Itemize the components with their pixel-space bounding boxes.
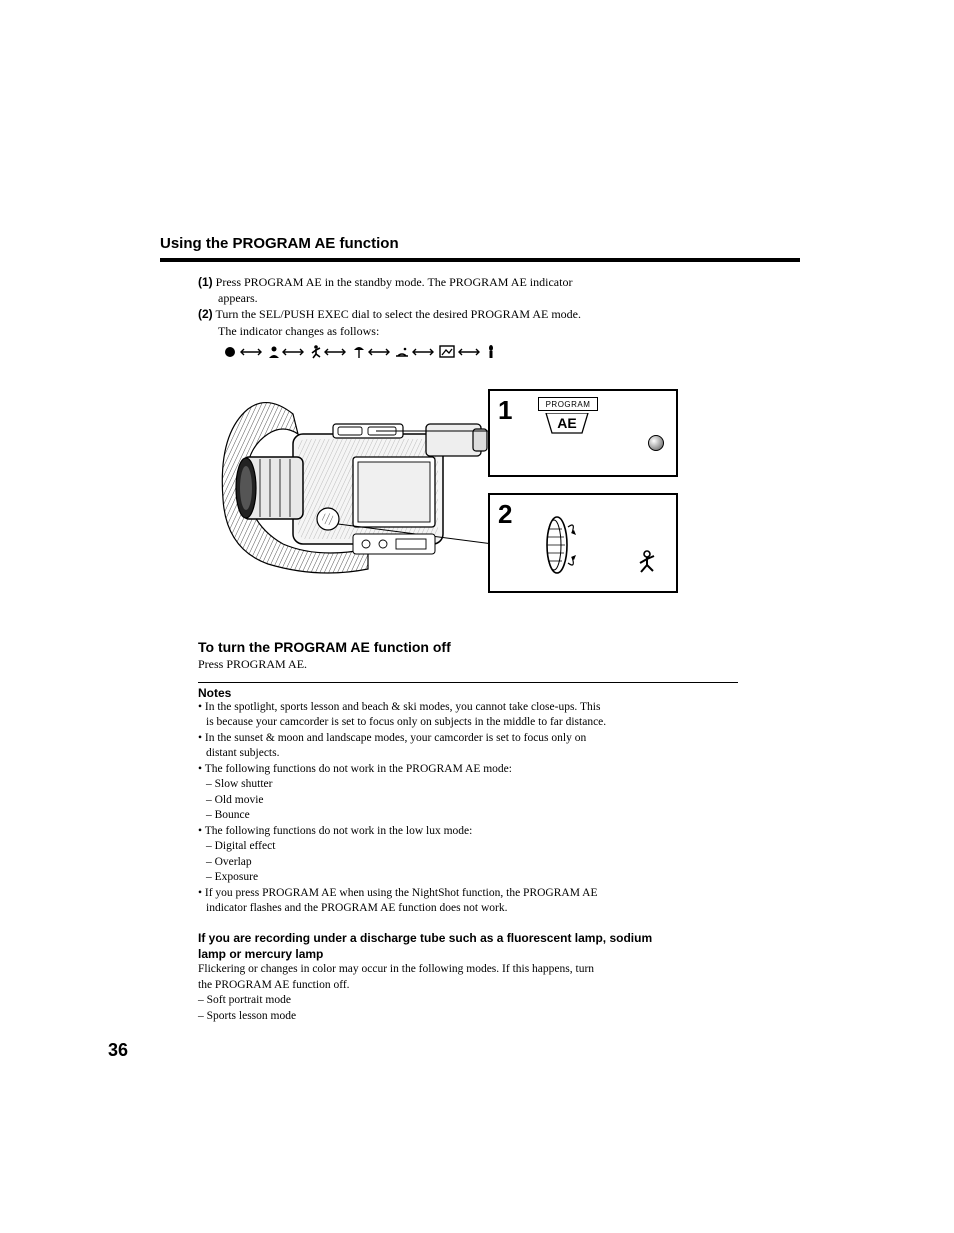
note-5a: • If you press PROGRAM AE when using the…: [198, 886, 790, 902]
note-4-s1: – Digital effect: [206, 839, 790, 855]
notes-rule: [198, 682, 738, 683]
callout-1-number: 1: [498, 395, 512, 426]
step-2-num: (2): [198, 307, 213, 321]
note-1b: is because your camcorder is set to focu…: [206, 715, 790, 731]
step-2-text-a: Turn the SEL/PUSH EXEC dial to select th…: [215, 307, 581, 321]
note-3-s3: – Bounce: [206, 808, 790, 824]
program-ae-button-label: PROGRAM: [538, 397, 598, 411]
note-4-s3: – Exposure: [206, 870, 790, 886]
callout-panel-1: 1 PROGRAM AE: [488, 389, 678, 477]
steps: (1) Press PROGRAM AE in the standby mode…: [198, 274, 780, 339]
callout-panel-2: 2: [488, 493, 678, 593]
note-5b: indicator flashes and the PROGRAM AE fun…: [206, 901, 790, 917]
notes-heading: Notes: [198, 686, 800, 700]
flicker-heading-2: lamp or mercury lamp: [198, 947, 800, 963]
step-2: (2) Turn the SEL/PUSH EXEC dial to selec…: [198, 306, 780, 322]
callout-2-number: 2: [498, 499, 512, 530]
section-title: Using the PROGRAM AE function: [160, 235, 800, 256]
step-2-text-b: The indicator changes as follows:: [218, 323, 780, 339]
flicker-text-2: the PROGRAM AE function off.: [198, 978, 790, 994]
note-3-s2: – Old movie: [206, 793, 790, 809]
notes-body: • In the spotlight, sports lesson and be…: [198, 700, 790, 917]
step-1-num: (1): [198, 275, 213, 289]
note-3: • The following functions do not work in…: [198, 762, 790, 778]
note-4: • The following functions do not work in…: [198, 824, 790, 840]
note-2a: • In the sunset & moon and landscape mod…: [198, 731, 790, 747]
note-1a: • In the spotlight, sports lesson and be…: [198, 700, 790, 716]
title-rule: [160, 258, 800, 262]
ae-label: AE: [542, 413, 592, 445]
flicker-s2: – Sports lesson mode: [198, 1009, 790, 1025]
step-1: (1) Press PROGRAM AE in the standby mode…: [198, 274, 780, 290]
step-1-text-b: appears.: [218, 290, 780, 306]
turn-off-text: Press PROGRAM AE.: [198, 657, 800, 672]
flicker-text-1: Flickering or changes in color may occur…: [198, 962, 790, 978]
flicker-s1: – Soft portrait mode: [198, 993, 790, 1009]
step-1-text-a: Press PROGRAM AE in the standby mode. Th…: [216, 275, 573, 289]
sports-mode-icon: [636, 550, 658, 579]
turn-off-heading: To turn the PROGRAM AE function off: [198, 639, 800, 655]
program-ae-push-button-icon: [648, 435, 664, 451]
mode-icon-sequence: [222, 343, 800, 361]
note-2b: distant subjects.: [206, 746, 790, 762]
page-number: 36: [108, 1040, 128, 1061]
diagram: 1 PROGRAM AE 2: [198, 379, 800, 609]
note-4-s2: – Overlap: [206, 855, 790, 871]
svg-text:AE: AE: [557, 415, 576, 431]
note-3-s1: – Slow shutter: [206, 777, 790, 793]
sel-push-exec-dial-icon: [538, 509, 576, 581]
flicker-heading-1: If you are recording under a discharge t…: [198, 931, 800, 947]
camcorder-illustration: [198, 379, 498, 594]
